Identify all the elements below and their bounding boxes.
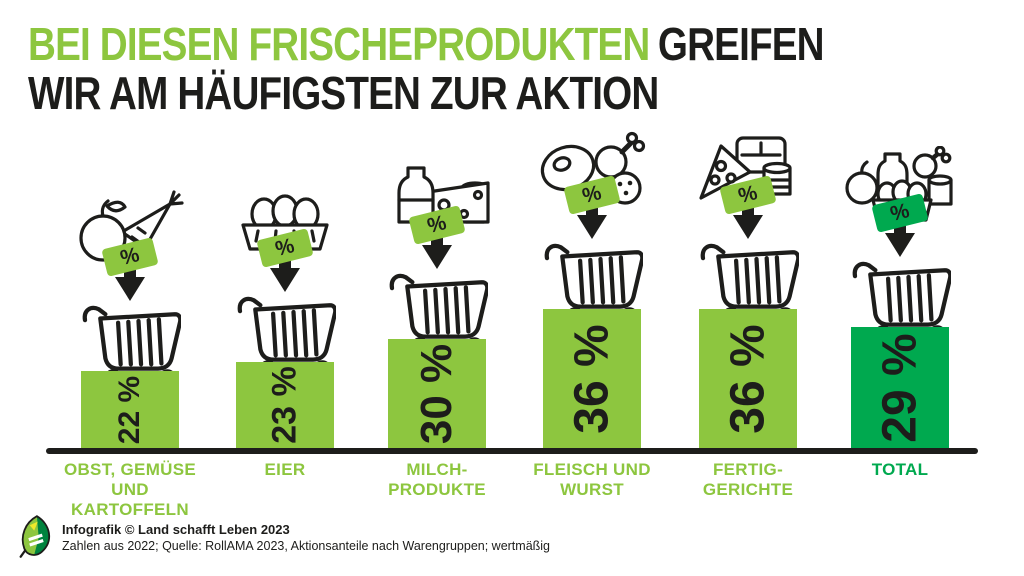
footer-source: Zahlen aus 2022; Quelle: RollAMA 2023, A… <box>62 539 551 553</box>
chart-column: % 36 % FERTIG- GERICHTE <box>668 0 828 576</box>
down-arrow-icon <box>270 246 300 292</box>
category-label: OBST, GEMÜSE UND KARTOFFELN <box>63 460 197 519</box>
bar: 36 % <box>699 309 797 448</box>
category-label: FERTIG- GERICHTE <box>702 460 794 499</box>
bar-value-label: 36 % <box>565 323 619 434</box>
discount-tag-percent: % <box>425 211 449 238</box>
bar-value-label: 29 % <box>873 332 927 443</box>
down-arrow-icon <box>577 193 607 239</box>
shopping-cart-icon <box>389 273 488 351</box>
shopping-cart-icon <box>544 243 643 321</box>
shopping-cart-icon <box>237 296 336 374</box>
ready-meals-icon <box>699 136 792 200</box>
shopping-cart-icon <box>82 305 181 383</box>
bar: 22 % <box>81 371 179 448</box>
land-schafft-leben-logo <box>19 515 50 558</box>
category-label: EIER <box>264 460 306 479</box>
title-line-2: WIR AM HÄUFIGSTEN ZUR AKTION <box>28 67 659 119</box>
down-arrow-icon <box>733 193 763 239</box>
bar: 36 % <box>543 309 641 448</box>
down-arrow-icon <box>885 211 915 257</box>
category-label: MILCH- PRODUKTE <box>388 460 486 499</box>
discount-tag-percent: % <box>580 181 604 208</box>
footer: Infografik © Land schafft Leben 2023 Zah… <box>18 514 550 558</box>
title-line1-black: GREIFEN <box>657 18 825 70</box>
category-label: FLEISCH UND WURST <box>533 460 651 499</box>
title-line1-green: BEI DIESEN FRISCHEPRODUKTEN <box>28 18 650 70</box>
meat-sausage-icon <box>540 131 646 205</box>
bar-value-label: 23 % <box>265 366 304 444</box>
chart-column: % 23 % EIER <box>205 0 365 576</box>
bar-value-label: 22 % <box>113 375 146 444</box>
discount-tag-percent: % <box>888 199 912 226</box>
x-axis-baseline <box>46 448 978 454</box>
discount-tag-percent: % <box>118 243 142 270</box>
bar: 30 % <box>388 339 486 448</box>
shopping-cart-icon <box>700 243 799 321</box>
bar-value-label: 36 % <box>721 323 775 434</box>
title-line-1: BEI DIESEN FRISCHEPRODUKTEN GREIFEN <box>28 18 825 70</box>
chart-column: % 22 % OBST, GEMÜSE UND KARTOFFELN <box>50 0 210 576</box>
down-arrow-icon <box>115 255 145 301</box>
page-title: BEI DIESEN FRISCHEPRODUKTEN GREIFEN WIR A… <box>28 20 975 118</box>
bar: 29 % <box>851 327 949 448</box>
bar-value-label: 30 % <box>412 343 461 444</box>
fruit-vegetables-icon <box>79 190 184 262</box>
chart-column: % 36 % FLEISCH UND WURST <box>512 0 672 576</box>
category-label: TOTAL <box>871 460 929 479</box>
shopping-cart-icon <box>852 261 951 339</box>
chart-column: % 29 % TOTAL <box>820 0 980 576</box>
bar: 23 % <box>236 362 334 448</box>
down-arrow-icon <box>422 223 452 269</box>
chart-column: % 30 % MILCH- PRODUKTE <box>357 0 517 576</box>
discount-tag-percent: % <box>273 234 297 261</box>
footer-text: Infografik © Land schafft Leben 2023 Zah… <box>62 514 550 554</box>
footer-credit: Infografik © Land schafft Leben 2023 <box>62 522 290 537</box>
discount-tag-percent: % <box>736 181 760 208</box>
